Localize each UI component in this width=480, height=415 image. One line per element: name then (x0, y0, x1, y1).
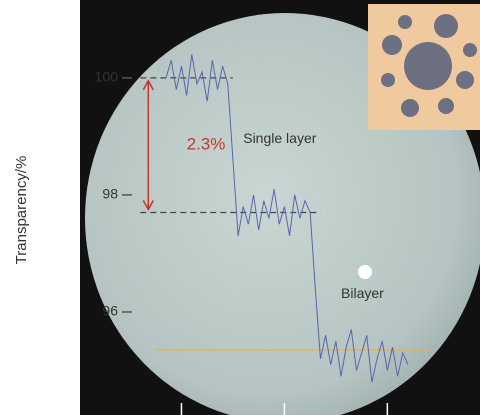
chart: Transparency/% 96 98 100 2.3% Single layer Bi… (0, 0, 480, 415)
marker-dot (358, 265, 372, 279)
annotation: Single layer (243, 130, 316, 146)
y-tick-label: 98 (102, 186, 118, 202)
y-tick-label: 96 (102, 303, 118, 319)
annotation: 2.3% (187, 135, 226, 154)
y-axis-label: Transparency/% (13, 156, 30, 265)
y-tick-label: 100 (95, 69, 119, 85)
annotation: Bilayer (341, 285, 384, 301)
